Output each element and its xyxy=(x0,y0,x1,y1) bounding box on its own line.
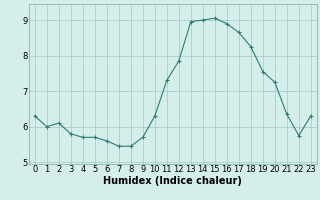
X-axis label: Humidex (Indice chaleur): Humidex (Indice chaleur) xyxy=(103,176,242,186)
